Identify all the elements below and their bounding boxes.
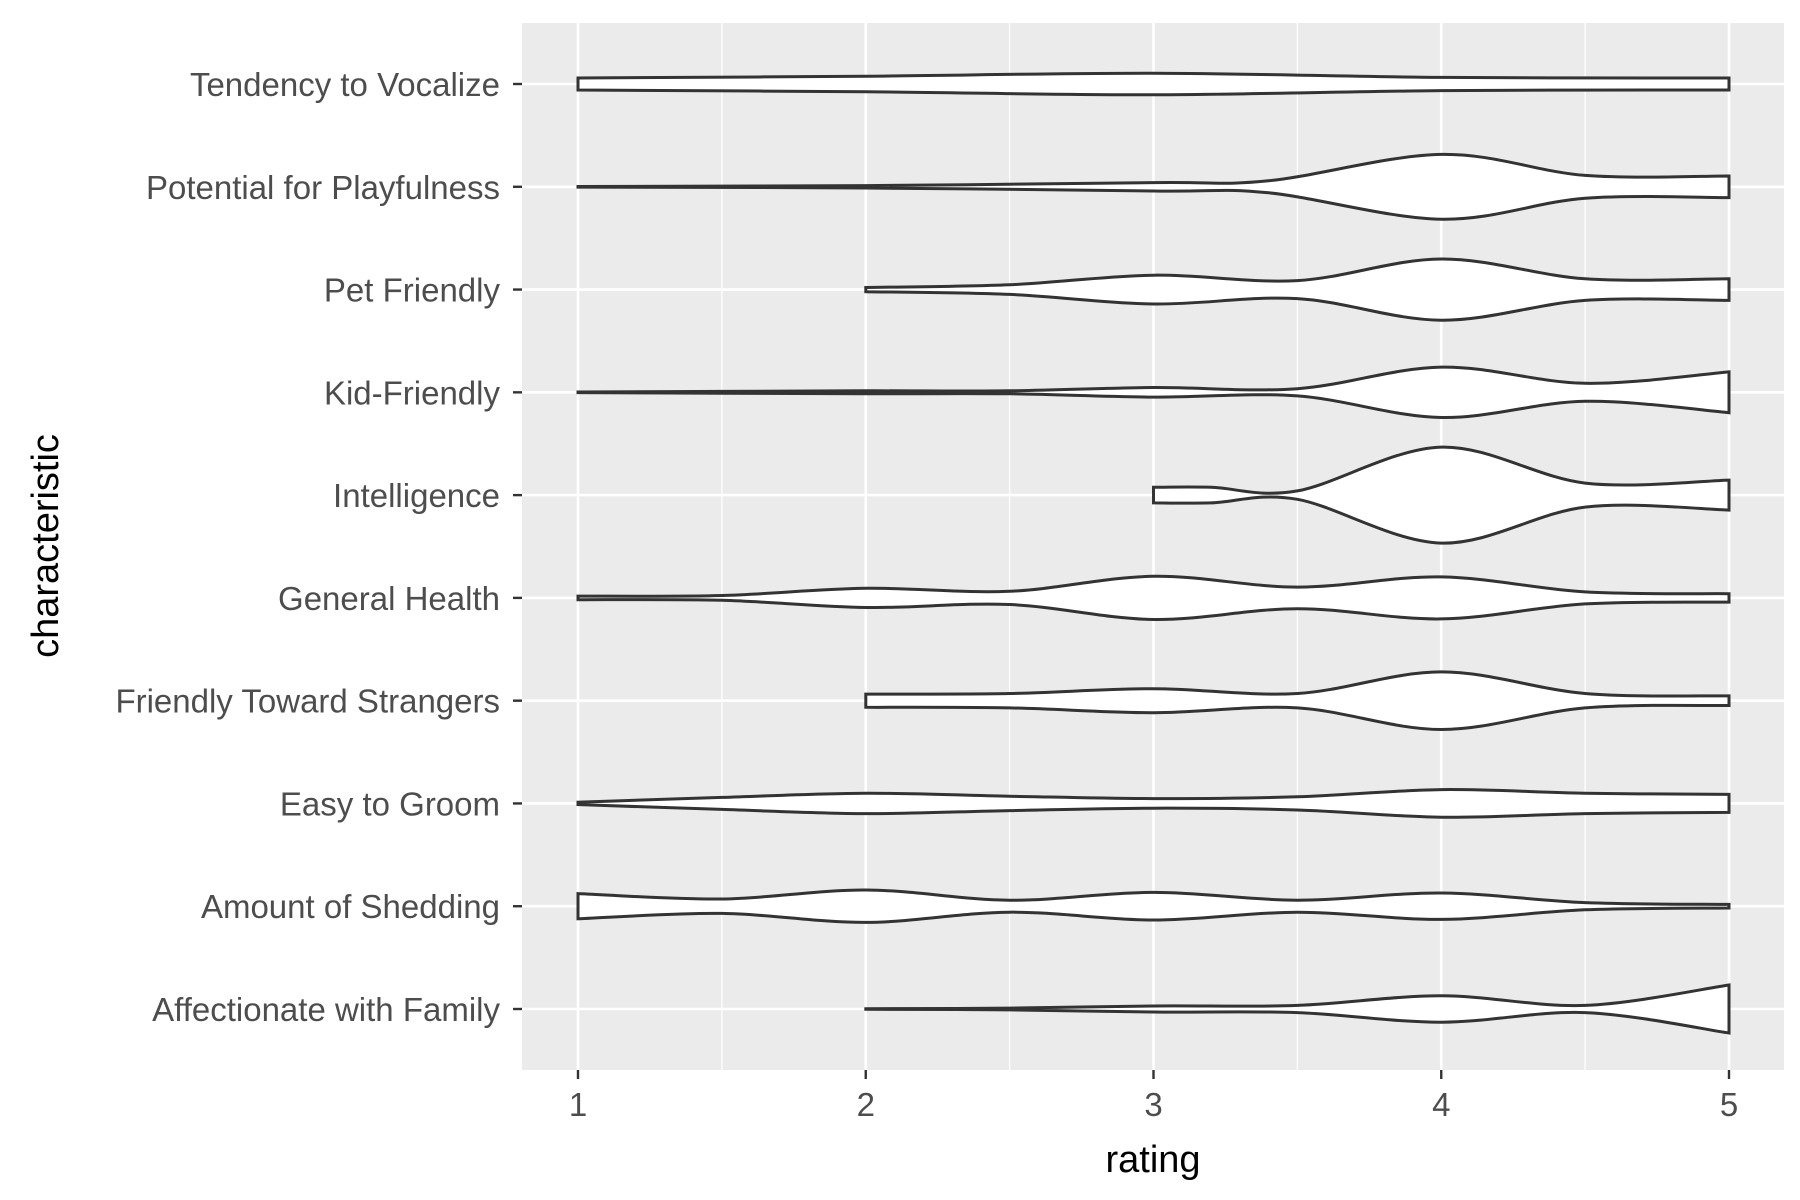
y-tick-label: Easy to Groom	[280, 785, 500, 822]
violin-potential-for-playfulness	[576, 152, 1731, 221]
violin-pet-friendly	[864, 257, 1731, 322]
x-tick-label: 3	[1144, 1086, 1162, 1123]
axis-layer: Affectionate with Family Amount of Sheddi…	[115, 66, 1738, 1123]
y-tick-label: Tendency to Vocalize	[190, 66, 500, 103]
y-tick-label: Kid-Friendly	[324, 374, 501, 411]
violin-general-health	[576, 574, 1731, 622]
violin-intelligence	[1152, 445, 1731, 545]
violin-tendency-to-vocalize	[576, 71, 1731, 97]
violin-layer	[576, 71, 1731, 1035]
y-tick-label: General Health	[278, 580, 500, 617]
x-tick-label: 5	[1720, 1086, 1738, 1123]
y-tick-label: Amount of Shedding	[201, 888, 500, 925]
y-axis-title: characteristic	[25, 434, 67, 658]
y-tick-label: Friendly Toward Strangers	[115, 683, 500, 720]
violin-friendly-toward-strangers	[864, 670, 1731, 732]
y-tick-label: Intelligence	[333, 477, 500, 514]
x-tick-label: 1	[569, 1086, 587, 1123]
violin-easy-to-groom	[576, 788, 1731, 819]
y-tick-label: Pet Friendly	[324, 272, 501, 309]
y-tick-label: Affectionate with Family	[152, 991, 500, 1028]
x-axis-title: rating	[1105, 1139, 1200, 1181]
violin-amount-of-shedding	[576, 888, 1731, 924]
x-tick-label: 2	[857, 1086, 875, 1123]
y-tick-label: Potential for Playfulness	[146, 169, 500, 206]
x-tick-label: 4	[1432, 1086, 1450, 1123]
violin-kid-friendly	[576, 365, 1731, 420]
violin-affectionate-with-family	[864, 983, 1731, 1035]
